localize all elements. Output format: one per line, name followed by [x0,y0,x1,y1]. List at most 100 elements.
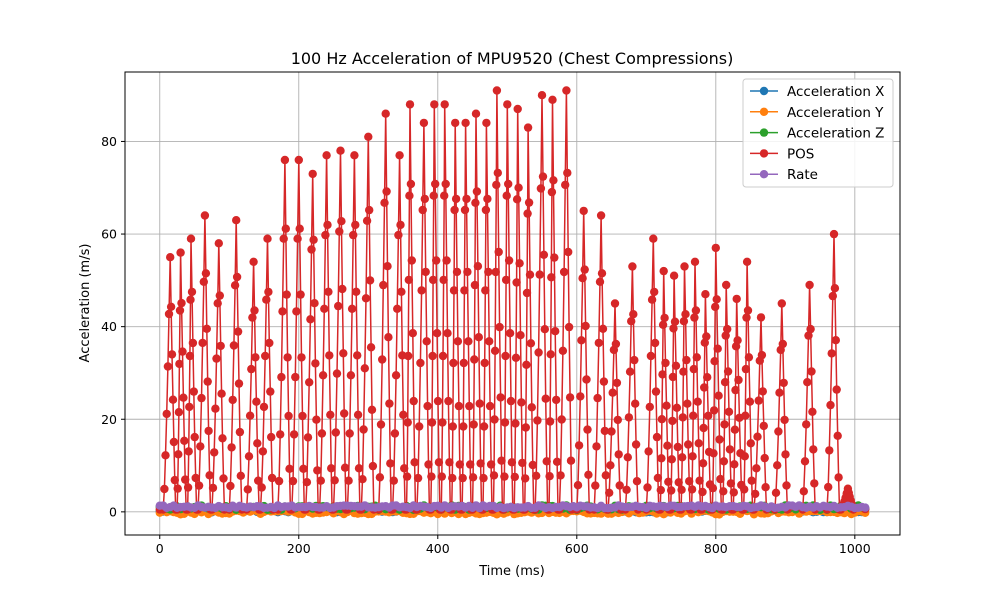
data-point [828,291,837,301]
data-point [453,337,463,346]
data-point [408,329,417,338]
data-point [663,441,672,450]
data-point [511,419,520,428]
legend-marker [759,86,769,96]
y-tick-label: 40 [101,319,117,334]
data-point [582,375,591,384]
data-point [592,442,601,451]
data-point [495,322,504,332]
legend-marker [759,170,769,179]
data-point [695,476,704,485]
data-point [541,394,550,403]
data-point [806,324,815,334]
data-point [250,306,259,315]
data-point [432,256,441,265]
data-point [742,313,751,322]
data-point [564,322,574,332]
data-point [646,351,656,361]
legend-marker [759,107,769,117]
data-point [719,457,729,466]
data-point [492,180,501,190]
data-point [459,358,468,368]
data-point [410,458,419,467]
data-point [197,393,206,403]
data-point [406,179,416,189]
legend-label: Rate [787,167,818,183]
data-point [746,439,755,448]
data-point [257,483,266,492]
data-point [283,353,292,362]
data-point [277,372,286,382]
data-point [593,393,602,403]
data-point [689,411,698,420]
data-point [623,453,632,462]
data-point [667,455,676,464]
data-point [180,436,189,445]
data-point [521,474,530,483]
data-point [595,277,605,286]
data-point [679,367,688,376]
data-point [658,320,668,329]
data-point [417,286,426,295]
data-point [323,220,332,230]
data-point [400,464,409,473]
data-point [295,224,304,233]
data-point [502,191,511,200]
data-point [650,338,660,348]
data-point [451,194,461,204]
data-point [378,355,387,364]
data-point [322,151,331,160]
data-point [704,411,713,420]
x-tick-label: 800 [704,541,728,556]
data-point [605,488,614,497]
data-point [584,470,593,479]
data-point [185,351,195,361]
data-point [558,346,568,355]
data-point [228,395,237,405]
legend-marker [759,128,769,137]
data-point [677,485,686,494]
data-point [559,267,569,277]
data-point [563,168,572,178]
data-point [216,341,225,351]
data-point [413,473,423,483]
data-point [668,372,678,382]
series-pos [155,86,870,514]
data-point [353,410,363,419]
data-point [664,477,673,486]
data-point [175,306,185,315]
data-point [490,415,499,424]
data-point [386,459,395,468]
data-point [656,485,665,495]
data-point [472,187,482,196]
data-point [670,317,680,326]
data-point [445,458,454,467]
data-point [669,324,678,333]
data-point [701,290,710,299]
data-point [460,286,469,295]
data-point [473,262,483,271]
data-point [466,460,475,469]
data-point [611,339,621,349]
data-point [397,287,406,296]
data-point [777,299,786,308]
data-point [431,179,440,189]
data-point [183,483,193,492]
data-point [624,413,634,422]
data-point [203,377,212,386]
data-point [438,418,447,427]
data-point [365,276,375,285]
data-point [351,220,360,230]
data-point [698,459,708,468]
data-point [298,411,307,421]
data-point [452,267,462,277]
data-point [247,364,256,374]
data-point [409,396,418,406]
data-point [713,344,722,353]
data-point [325,351,334,360]
data-point [234,379,244,388]
data-point [525,270,535,279]
data-point [673,442,682,452]
data-point [336,146,345,155]
